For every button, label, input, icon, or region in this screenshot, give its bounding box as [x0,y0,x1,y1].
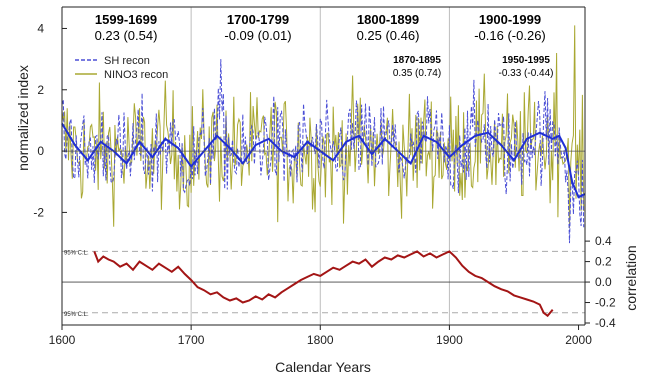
x-tick-3: 1900 [436,333,463,347]
right-tick-1: 0.2 [595,255,612,269]
left-tick-1: 2 [37,83,44,97]
period-title-3: 1900-1999 [479,12,541,27]
sh-recon-line [61,59,585,244]
cl-label-1: 95% C.L. [64,312,89,318]
left-tick-0: 4 [37,21,44,35]
right-tick-4: -0.4 [595,316,616,330]
axes: 4 2 0 -2 0.4 0.2 0.0 -0.2 -0.4 1600 1700 1800 1900 20… [15,6,639,375]
right-tick-2: 0.0 [595,275,612,289]
period-value-2: 0.25 (0.46) [357,28,420,43]
right-axis-title: correlation [623,245,639,310]
period-title-1: 1700-1799 [227,12,289,27]
subperiod-value-0: 0.35 (0.74) [393,68,441,79]
right-tick-0: 0.4 [595,234,612,248]
legend-sh-label: SH recon [104,55,150,67]
legend-nino3-label: NINO3 recon [104,69,168,81]
subperiod-title-0: 1870-1895 [393,55,441,66]
right-tick-3: -0.2 [595,296,616,310]
x-tick-1: 1700 [178,333,205,347]
x-tick-2: 1800 [307,333,334,347]
x-axis-title: Calendar Years [275,359,371,375]
x-tick-0: 1600 [49,333,76,347]
period-title-2: 1800-1899 [357,12,419,27]
period-title-0: 1599-1699 [95,12,157,27]
period-value-1: -0.09 (0.01) [224,28,291,43]
correlation-panel: 95% C.L. 95% C.L. [62,250,585,318]
x-tick-4: 2000 [565,333,592,347]
running-correlation-line [93,250,554,318]
period-value-3: -0.16 (-0.26) [474,28,546,43]
subperiod-title-1: 1950-1995 [502,55,550,66]
left-tick-2: 0 [37,144,44,158]
cl-label-0: 95% C.L. [64,250,89,256]
period-value-0: 0.23 (0.54) [95,28,158,43]
annual-reconstruction-series [61,25,585,244]
subperiod-value-1: -0.33 (-0.44) [498,68,553,79]
left-axis-title: normalized index [15,65,31,171]
left-tick-3: -2 [33,205,44,219]
